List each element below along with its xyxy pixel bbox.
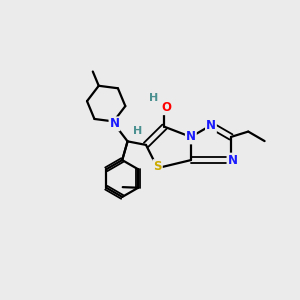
Text: S: S (153, 160, 162, 173)
Text: H: H (149, 93, 159, 103)
Text: O: O (161, 101, 171, 114)
Text: N: N (227, 154, 238, 166)
Text: N: N (206, 119, 216, 132)
Text: N: N (110, 117, 119, 130)
Text: N: N (186, 130, 196, 143)
Text: H: H (133, 126, 142, 136)
